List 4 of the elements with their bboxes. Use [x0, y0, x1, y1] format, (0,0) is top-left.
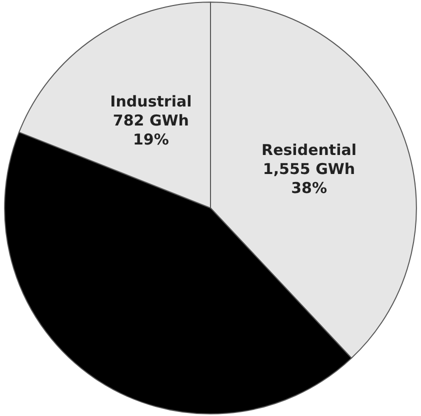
slice-label: Industrial [110, 92, 192, 110]
data-label: 1,555 GWh 38% [262, 160, 356, 197]
slice-label: Residential [262, 140, 357, 159]
data-label: 782 GWh 19% [112, 111, 189, 148]
